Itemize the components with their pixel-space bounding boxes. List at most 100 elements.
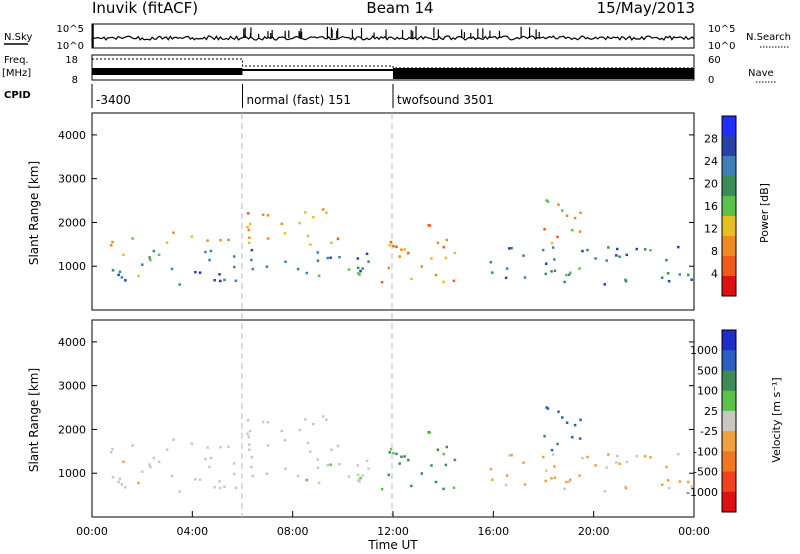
station-title: Inuvik (fitACF) (92, 0, 198, 17)
data-point (573, 216, 577, 220)
data-point (141, 263, 144, 266)
nsky-tick-high: 10^5 (57, 24, 84, 35)
data-point (122, 460, 125, 464)
data-point (541, 248, 545, 252)
data-point (452, 486, 456, 490)
data-point (251, 474, 254, 478)
data-point (122, 253, 125, 257)
data-point (561, 209, 564, 212)
data-point (624, 278, 627, 282)
colorbar-frame (721, 115, 737, 297)
data-point (553, 269, 557, 273)
data-point (233, 265, 236, 269)
data-point (266, 444, 270, 447)
data-point (643, 248, 647, 251)
beam-title: Beam 14 (366, 0, 433, 17)
freq-tick-high: 18 (65, 55, 78, 66)
colorbar-frame (721, 329, 737, 513)
data-point (551, 453, 555, 456)
data-point (157, 460, 161, 464)
data-point (543, 434, 546, 438)
data-point (556, 235, 559, 239)
colorbar-swatch (722, 136, 736, 157)
data-point (544, 469, 548, 472)
nsearch-label: N.Search (746, 32, 791, 43)
data-point (152, 456, 156, 460)
data-point (223, 485, 226, 489)
data-point (137, 274, 140, 278)
data-point (442, 280, 445, 284)
data-point (546, 200, 550, 203)
data-point (141, 470, 144, 473)
data-point (248, 443, 251, 446)
data-point (365, 252, 369, 256)
data-point (298, 221, 301, 225)
data-point (571, 228, 574, 232)
data-point (317, 481, 321, 485)
data-point (573, 423, 577, 427)
y-tick-label: 4000 (58, 336, 86, 349)
x-tick-label: 00:00 (678, 525, 710, 538)
data-point (325, 211, 328, 214)
data-point (280, 222, 284, 226)
nsky-tick-low: 10^0 (57, 41, 84, 52)
data-point (111, 476, 115, 479)
data-point (172, 231, 175, 235)
freq-band-1 (92, 68, 243, 75)
freq-band-3 (393, 68, 694, 79)
cpid-strip: -3400 normal (fast) 151 twofsound 3501 (91, 84, 494, 108)
nsky-trace-line (91, 35, 695, 42)
data-point (304, 418, 307, 421)
data-point (398, 462, 401, 465)
data-point (392, 451, 395, 455)
data-point (615, 454, 619, 458)
data-point (436, 241, 440, 245)
data-point (206, 446, 209, 449)
data-point (581, 456, 584, 460)
data-point (250, 258, 253, 262)
data-point (579, 211, 582, 215)
data-point (395, 452, 398, 456)
data-point (358, 273, 361, 276)
velocity-colorbar-label: Velocity [m s⁻¹] (770, 377, 783, 462)
data-point (305, 271, 308, 275)
data-point (586, 455, 589, 459)
colorbar-swatch (722, 276, 736, 297)
data-point (316, 458, 320, 461)
data-point (311, 422, 315, 426)
colorbar-swatch (722, 176, 736, 197)
data-point (553, 258, 556, 261)
data-point (508, 454, 511, 457)
data-point (148, 463, 151, 466)
nsky-label: N.Sky (4, 32, 32, 43)
data-point (442, 487, 445, 491)
data-point (510, 453, 513, 457)
data-point (388, 451, 391, 454)
cpid-segment-label: normal (fast) 151 (247, 93, 351, 107)
data-point (233, 472, 236, 476)
data-point (208, 258, 211, 262)
data-point (387, 473, 391, 477)
data-point (170, 267, 174, 271)
data-point (550, 477, 553, 480)
data-point (551, 246, 555, 249)
data-point (403, 455, 406, 458)
data-point (545, 406, 548, 409)
data-point (553, 465, 556, 468)
data-point (247, 448, 251, 451)
y-tick-label: 1000 (58, 467, 86, 480)
data-point (453, 458, 457, 462)
data-point (367, 467, 370, 470)
data-point (172, 438, 175, 442)
data-point (359, 476, 362, 480)
data-point (504, 483, 508, 487)
data-point (111, 240, 114, 244)
y-tick-label: 4000 (58, 129, 86, 142)
data-point (356, 272, 360, 275)
data-point (615, 254, 618, 257)
data-point (194, 270, 197, 274)
data-point (305, 478, 308, 482)
colorbar-swatch (722, 491, 736, 513)
data-point (356, 473, 360, 477)
